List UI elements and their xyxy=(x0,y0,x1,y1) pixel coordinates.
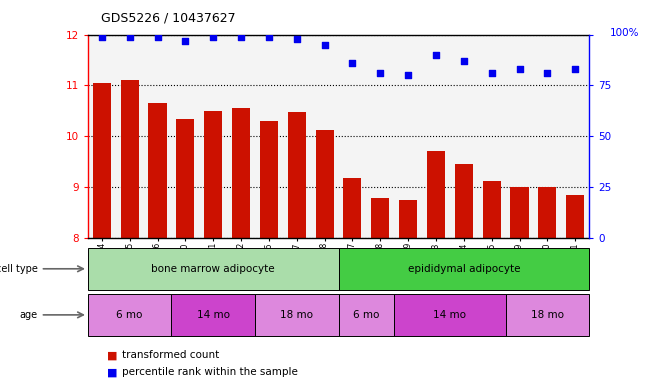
Text: age: age xyxy=(20,310,38,320)
Bar xyxy=(176,119,195,238)
Bar xyxy=(260,121,278,238)
Text: 18 mo: 18 mo xyxy=(531,310,564,320)
Text: ■: ■ xyxy=(107,367,122,377)
Bar xyxy=(399,200,417,238)
Point xyxy=(208,33,218,40)
Text: 6 mo: 6 mo xyxy=(117,310,143,320)
Text: ■: ■ xyxy=(107,350,122,360)
Bar xyxy=(482,181,501,238)
Point xyxy=(180,38,191,44)
Text: transformed count: transformed count xyxy=(122,350,219,360)
Bar xyxy=(343,178,361,238)
Text: GDS5226 / 10437627: GDS5226 / 10437627 xyxy=(101,12,236,25)
Bar xyxy=(204,111,222,238)
Point xyxy=(375,70,385,76)
Text: 18 mo: 18 mo xyxy=(280,310,313,320)
Point xyxy=(347,60,357,66)
Text: cell type: cell type xyxy=(0,264,38,274)
Text: bone marrow adipocyte: bone marrow adipocyte xyxy=(152,264,275,274)
Point xyxy=(403,72,413,78)
Bar xyxy=(120,80,139,238)
Bar xyxy=(232,108,250,238)
Y-axis label: 100%: 100% xyxy=(609,28,639,38)
Point xyxy=(264,33,274,40)
Text: epididymal adipocyte: epididymal adipocyte xyxy=(408,264,520,274)
Point xyxy=(486,70,497,76)
Point xyxy=(542,70,553,76)
Bar xyxy=(171,294,255,336)
Point xyxy=(124,33,135,40)
Bar xyxy=(506,294,589,336)
Bar xyxy=(510,187,529,238)
Bar xyxy=(339,294,395,336)
Bar xyxy=(566,195,585,238)
Point xyxy=(431,52,441,58)
Point xyxy=(320,42,330,48)
Text: percentile rank within the sample: percentile rank within the sample xyxy=(122,367,298,377)
Bar xyxy=(88,294,171,336)
Bar xyxy=(427,151,445,238)
Point xyxy=(458,58,469,64)
Bar xyxy=(88,248,339,290)
Bar xyxy=(288,112,306,238)
Bar xyxy=(538,187,557,238)
Bar xyxy=(316,130,334,238)
Bar xyxy=(148,103,167,238)
Point xyxy=(514,66,525,72)
Bar xyxy=(371,199,389,238)
Bar xyxy=(339,248,589,290)
Text: 14 mo: 14 mo xyxy=(197,310,230,320)
Point xyxy=(292,36,302,42)
Text: 14 mo: 14 mo xyxy=(434,310,466,320)
Bar xyxy=(255,294,339,336)
Point xyxy=(152,33,163,40)
Text: 6 mo: 6 mo xyxy=(353,310,380,320)
Point xyxy=(570,66,581,72)
Point xyxy=(236,33,246,40)
Bar xyxy=(395,294,506,336)
Bar xyxy=(455,164,473,238)
Point xyxy=(96,33,107,40)
Bar xyxy=(92,83,111,238)
